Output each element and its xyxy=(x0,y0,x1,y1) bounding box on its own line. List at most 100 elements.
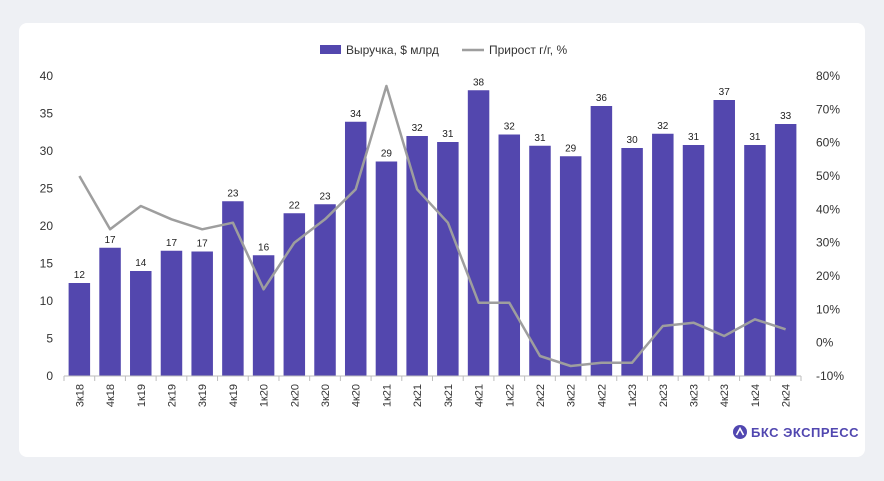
revenue-bar xyxy=(744,145,766,376)
revenue-bar xyxy=(529,145,551,376)
revenue-growth-chart: Выручка, $ млрд Прирост г/г, % 0 5 10 15 20 2… xyxy=(40,43,859,440)
revenue-bar-label: 38 xyxy=(473,77,485,88)
category-label: 2к20 xyxy=(289,384,301,407)
revenue-bar-label: 23 xyxy=(227,188,239,199)
category-label: 3к19 xyxy=(197,384,209,407)
revenue-bar xyxy=(682,145,705,376)
legend: Выручка, $ млрд Прирост г/г, % xyxy=(320,43,567,57)
revenue-bar-label: 36 xyxy=(596,93,608,104)
right-axis-tick-label: -10% xyxy=(816,369,844,383)
left-axis-tick-label: 30 xyxy=(40,144,54,158)
left-axis-tick-label: 10 xyxy=(40,294,54,308)
category-label: 4к19 xyxy=(228,384,240,407)
category-label: 3к22 xyxy=(566,384,578,407)
revenue-bar xyxy=(590,106,613,376)
revenue-bar xyxy=(191,251,213,376)
watermark-text: БКС ЭКСПРЕСС xyxy=(751,425,859,440)
category-label: 1к21 xyxy=(381,384,393,407)
revenue-bar xyxy=(559,156,582,376)
revenue-bar-label: 31 xyxy=(688,132,700,143)
category-label: 1к23 xyxy=(627,384,639,407)
left-axis-tick-label: 25 xyxy=(40,182,54,196)
revenue-bar xyxy=(498,134,521,376)
category-label: 4к22 xyxy=(596,384,608,407)
right-axis-tick-label: 20% xyxy=(816,269,840,283)
revenue-bar xyxy=(130,271,152,376)
revenue-bar xyxy=(652,133,674,376)
revenue-bar-label: 32 xyxy=(657,121,669,132)
revenue-bar xyxy=(99,247,121,376)
revenue-bar xyxy=(160,250,183,376)
watermark-logo: БКС ЭКСПРЕСС xyxy=(733,425,859,440)
revenue-bar-label: 17 xyxy=(166,238,178,249)
revenue-bar xyxy=(621,148,643,376)
revenue-bar-label: 31 xyxy=(749,132,761,143)
legend-label-growth: Прирост г/г, % xyxy=(489,43,567,57)
revenue-bar-label: 32 xyxy=(504,122,516,133)
growth-line xyxy=(78,84,786,368)
category-labels: 3к18 4к18 1к19 2к19 3к19 4к19 1к20 2к20 3к20 4к20… xyxy=(74,384,792,407)
revenue-bar xyxy=(774,124,797,376)
right-axis-tick-label: 40% xyxy=(816,202,840,216)
revenue-bar xyxy=(68,283,91,376)
revenue-bar xyxy=(283,213,306,376)
category-label: 2к21 xyxy=(412,384,424,407)
revenue-bar xyxy=(222,201,244,376)
category-label: 2к22 xyxy=(535,384,547,407)
category-label: 4к20 xyxy=(351,384,363,407)
revenue-bar xyxy=(344,121,367,376)
right-axis-tick-label: 80% xyxy=(816,69,840,83)
bar-labels: 12 17 14 17 17 23 16 22 23 34 29 32 31 38 32 31 29 36 30 32… xyxy=(74,77,792,281)
revenue-bar-label: 29 xyxy=(381,149,393,160)
revenue-bar xyxy=(713,100,735,376)
left-axis-tick-label: 20 xyxy=(40,219,54,233)
revenue-bar-label: 14 xyxy=(135,258,147,269)
revenue-bar-label: 29 xyxy=(565,143,577,154)
category-label: 4к23 xyxy=(719,384,731,407)
chart-card: Выручка, $ млрд Прирост г/г, % 0 5 10 15 20 2… xyxy=(19,23,865,457)
left-axis-tick-label: 35 xyxy=(40,107,54,121)
left-axis: 0 5 10 15 20 25 30 35 40 xyxy=(40,69,54,383)
right-axis-tick-label: 50% xyxy=(816,169,840,183)
category-label: 3к23 xyxy=(689,384,701,407)
category-label: 1к20 xyxy=(259,384,271,407)
revenue-bar xyxy=(314,204,336,376)
category-label: 1к22 xyxy=(504,384,516,407)
right-axis-tick-label: 70% xyxy=(816,102,840,116)
revenue-bar-label: 16 xyxy=(258,242,270,253)
revenue-bar-label: 23 xyxy=(319,191,331,202)
revenue-bar xyxy=(467,90,490,376)
right-axis-tick-label: 10% xyxy=(816,302,840,316)
revenue-bar xyxy=(437,142,459,376)
logo-circle-icon xyxy=(733,425,747,439)
revenue-bar xyxy=(406,136,428,376)
revenue-bar-label: 17 xyxy=(105,235,117,246)
category-label: 1к24 xyxy=(750,384,762,407)
category-label: 2к19 xyxy=(166,384,178,407)
growth-line-layer xyxy=(78,84,786,368)
right-axis: -10% 0% 10% 20% 30% 40% 50% 60% 70% 80% xyxy=(816,69,844,383)
x-axis-ticks xyxy=(63,376,802,381)
revenue-bar-label: 31 xyxy=(442,129,454,140)
right-axis-tick-label: 30% xyxy=(816,236,840,250)
revenue-bar-label: 17 xyxy=(197,239,209,250)
legend-label-revenue: Выручка, $ млрд xyxy=(346,43,439,57)
category-label: 4к21 xyxy=(474,384,486,407)
revenue-bar xyxy=(375,161,398,376)
revenue-bar-label: 37 xyxy=(719,87,731,98)
revenue-bar-label: 33 xyxy=(780,111,792,122)
revenue-bar-label: 34 xyxy=(350,109,362,120)
category-label: 2к24 xyxy=(781,384,793,407)
category-label: 4к18 xyxy=(105,384,117,407)
revenue-bar-label: 32 xyxy=(412,123,424,134)
category-label: 1к19 xyxy=(136,384,148,407)
legend-swatch-revenue xyxy=(320,45,341,54)
bars xyxy=(68,90,797,376)
revenue-bar-label: 22 xyxy=(289,200,301,211)
revenue-bar-label: 31 xyxy=(534,133,546,144)
revenue-bar-label: 30 xyxy=(627,135,639,146)
category-label: 3к20 xyxy=(320,384,332,407)
revenue-bar xyxy=(252,255,275,376)
left-axis-tick-label: 15 xyxy=(40,257,54,271)
right-axis-tick-label: 60% xyxy=(816,136,840,150)
